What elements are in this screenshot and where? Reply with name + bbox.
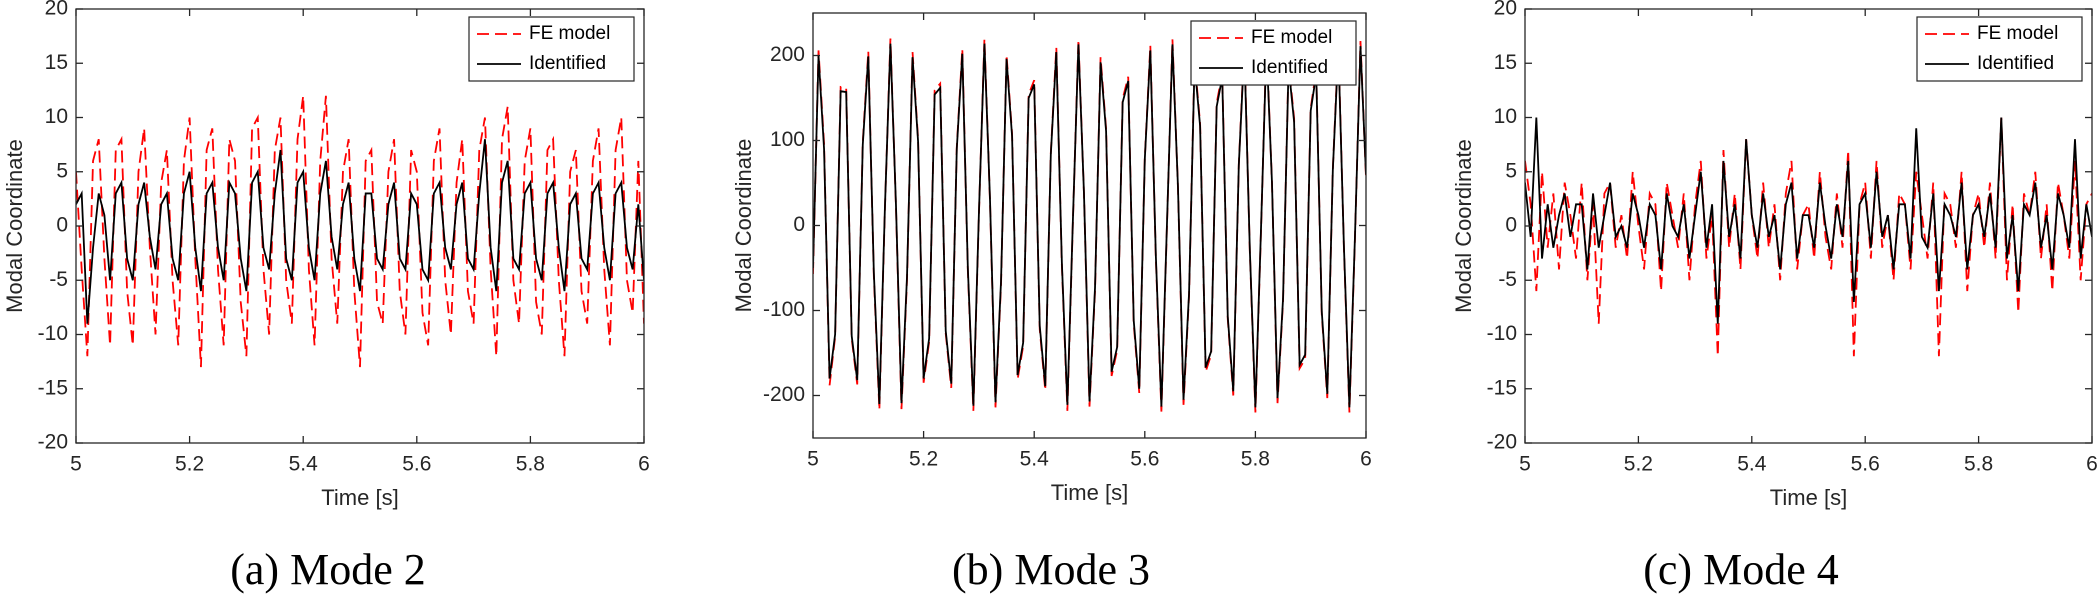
subplot: 5 5.2 5.4 5.6 5.8 6 -20 -15 -10 -5 0 5 10 15 20 Time [s… (2, 0, 650, 594)
x-tick-label: 5.4 (1737, 453, 1767, 476)
y-tick-label: 15 (1494, 51, 1517, 74)
y-tick-label: -15 (38, 376, 68, 399)
x-axis-label: Time [s] (1770, 485, 1847, 510)
x-tick-label: 6 (2086, 453, 2098, 476)
y-tick-label: 5 (1505, 159, 1517, 182)
x-tick-label: 5 (70, 453, 82, 476)
y-axis-label: Modal Coordinate (2, 139, 27, 313)
y-tick-label: -100 (763, 298, 805, 321)
y-tick-label: -15 (1487, 376, 1517, 399)
data-line (76, 139, 644, 324)
lines (813, 38, 1366, 413)
x-tick-label: 5 (1519, 453, 1531, 476)
x-axis-label: Time [s] (321, 485, 398, 510)
x-tick-label: 6 (1360, 448, 1372, 471)
y-tick-label: 0 (56, 214, 68, 237)
subplot: 5 5.2 5.4 5.6 5.8 6 -200 -100 0 100 200 Time [s] Mod… (731, 12, 1372, 594)
y-tick-label: 100 (770, 128, 805, 151)
y-axis-label: Modal Coordinate (731, 139, 756, 313)
y-tick-label: 20 (45, 0, 68, 20)
y-tick-label: 20 (1494, 0, 1517, 20)
legend-label: Identified (529, 53, 606, 74)
y-tick-label: -5 (1498, 268, 1517, 291)
x-tick-label: 5.8 (1964, 453, 1993, 476)
y-tick-label: -10 (1487, 322, 1517, 345)
y-tick-label: -10 (38, 322, 68, 345)
x-tick-label: 5 (807, 448, 819, 471)
x-tick-label: 5.2 (175, 453, 204, 476)
y-tick-label: 15 (45, 51, 68, 74)
x-tick-label: 5.8 (516, 453, 545, 476)
caption: (a) Mode 2 (230, 545, 426, 594)
y-tick-label: 200 (770, 43, 805, 66)
lines (76, 95, 644, 368)
legend-label: FE model (1977, 23, 2058, 44)
subplot: 5 5.2 5.4 5.6 5.8 6 -20 -15 -10 -5 0 5 10 15 20 Time [s… (1451, 0, 2098, 594)
legend-box (1916, 16, 2083, 82)
legend-box (1190, 20, 1357, 86)
legend-label: Identified (1251, 57, 1328, 78)
y-tick-label: -20 (1487, 431, 1517, 454)
y-tick-label: -20 (38, 431, 68, 454)
y-tick-label: 5 (56, 159, 68, 182)
data-line (813, 43, 1366, 408)
y-tick-label: -200 (763, 383, 805, 406)
legend-label: FE model (1251, 27, 1332, 48)
x-tick-label: 5.6 (402, 453, 431, 476)
x-tick-label: 5.4 (1020, 448, 1050, 471)
legend-label: Identified (1977, 53, 2054, 74)
y-tick-label: 10 (45, 105, 68, 128)
x-tick-label: 5.4 (289, 453, 319, 476)
x-axis-label: Time [s] (1051, 480, 1128, 505)
data-line (1525, 117, 2092, 324)
x-tick-label: 5.6 (1851, 453, 1880, 476)
y-tick-label: -5 (49, 268, 68, 291)
y-tick-label: 0 (1505, 214, 1517, 237)
legend-label: FE model (529, 23, 610, 44)
caption: (b) Mode 3 (952, 545, 1150, 594)
legend-box (468, 16, 635, 82)
x-tick-label: 5.6 (1130, 448, 1159, 471)
y-tick-label: 10 (1494, 105, 1517, 128)
x-tick-label: 5.2 (909, 448, 938, 471)
caption: (c) Mode 4 (1643, 545, 1839, 594)
y-tick-label: 0 (793, 213, 805, 236)
x-tick-label: 6 (638, 453, 650, 476)
x-tick-label: 5.2 (1624, 453, 1653, 476)
y-axis-label: Modal Coordinate (1451, 139, 1476, 313)
lines (1525, 117, 2092, 357)
x-tick-label: 5.8 (1241, 448, 1270, 471)
